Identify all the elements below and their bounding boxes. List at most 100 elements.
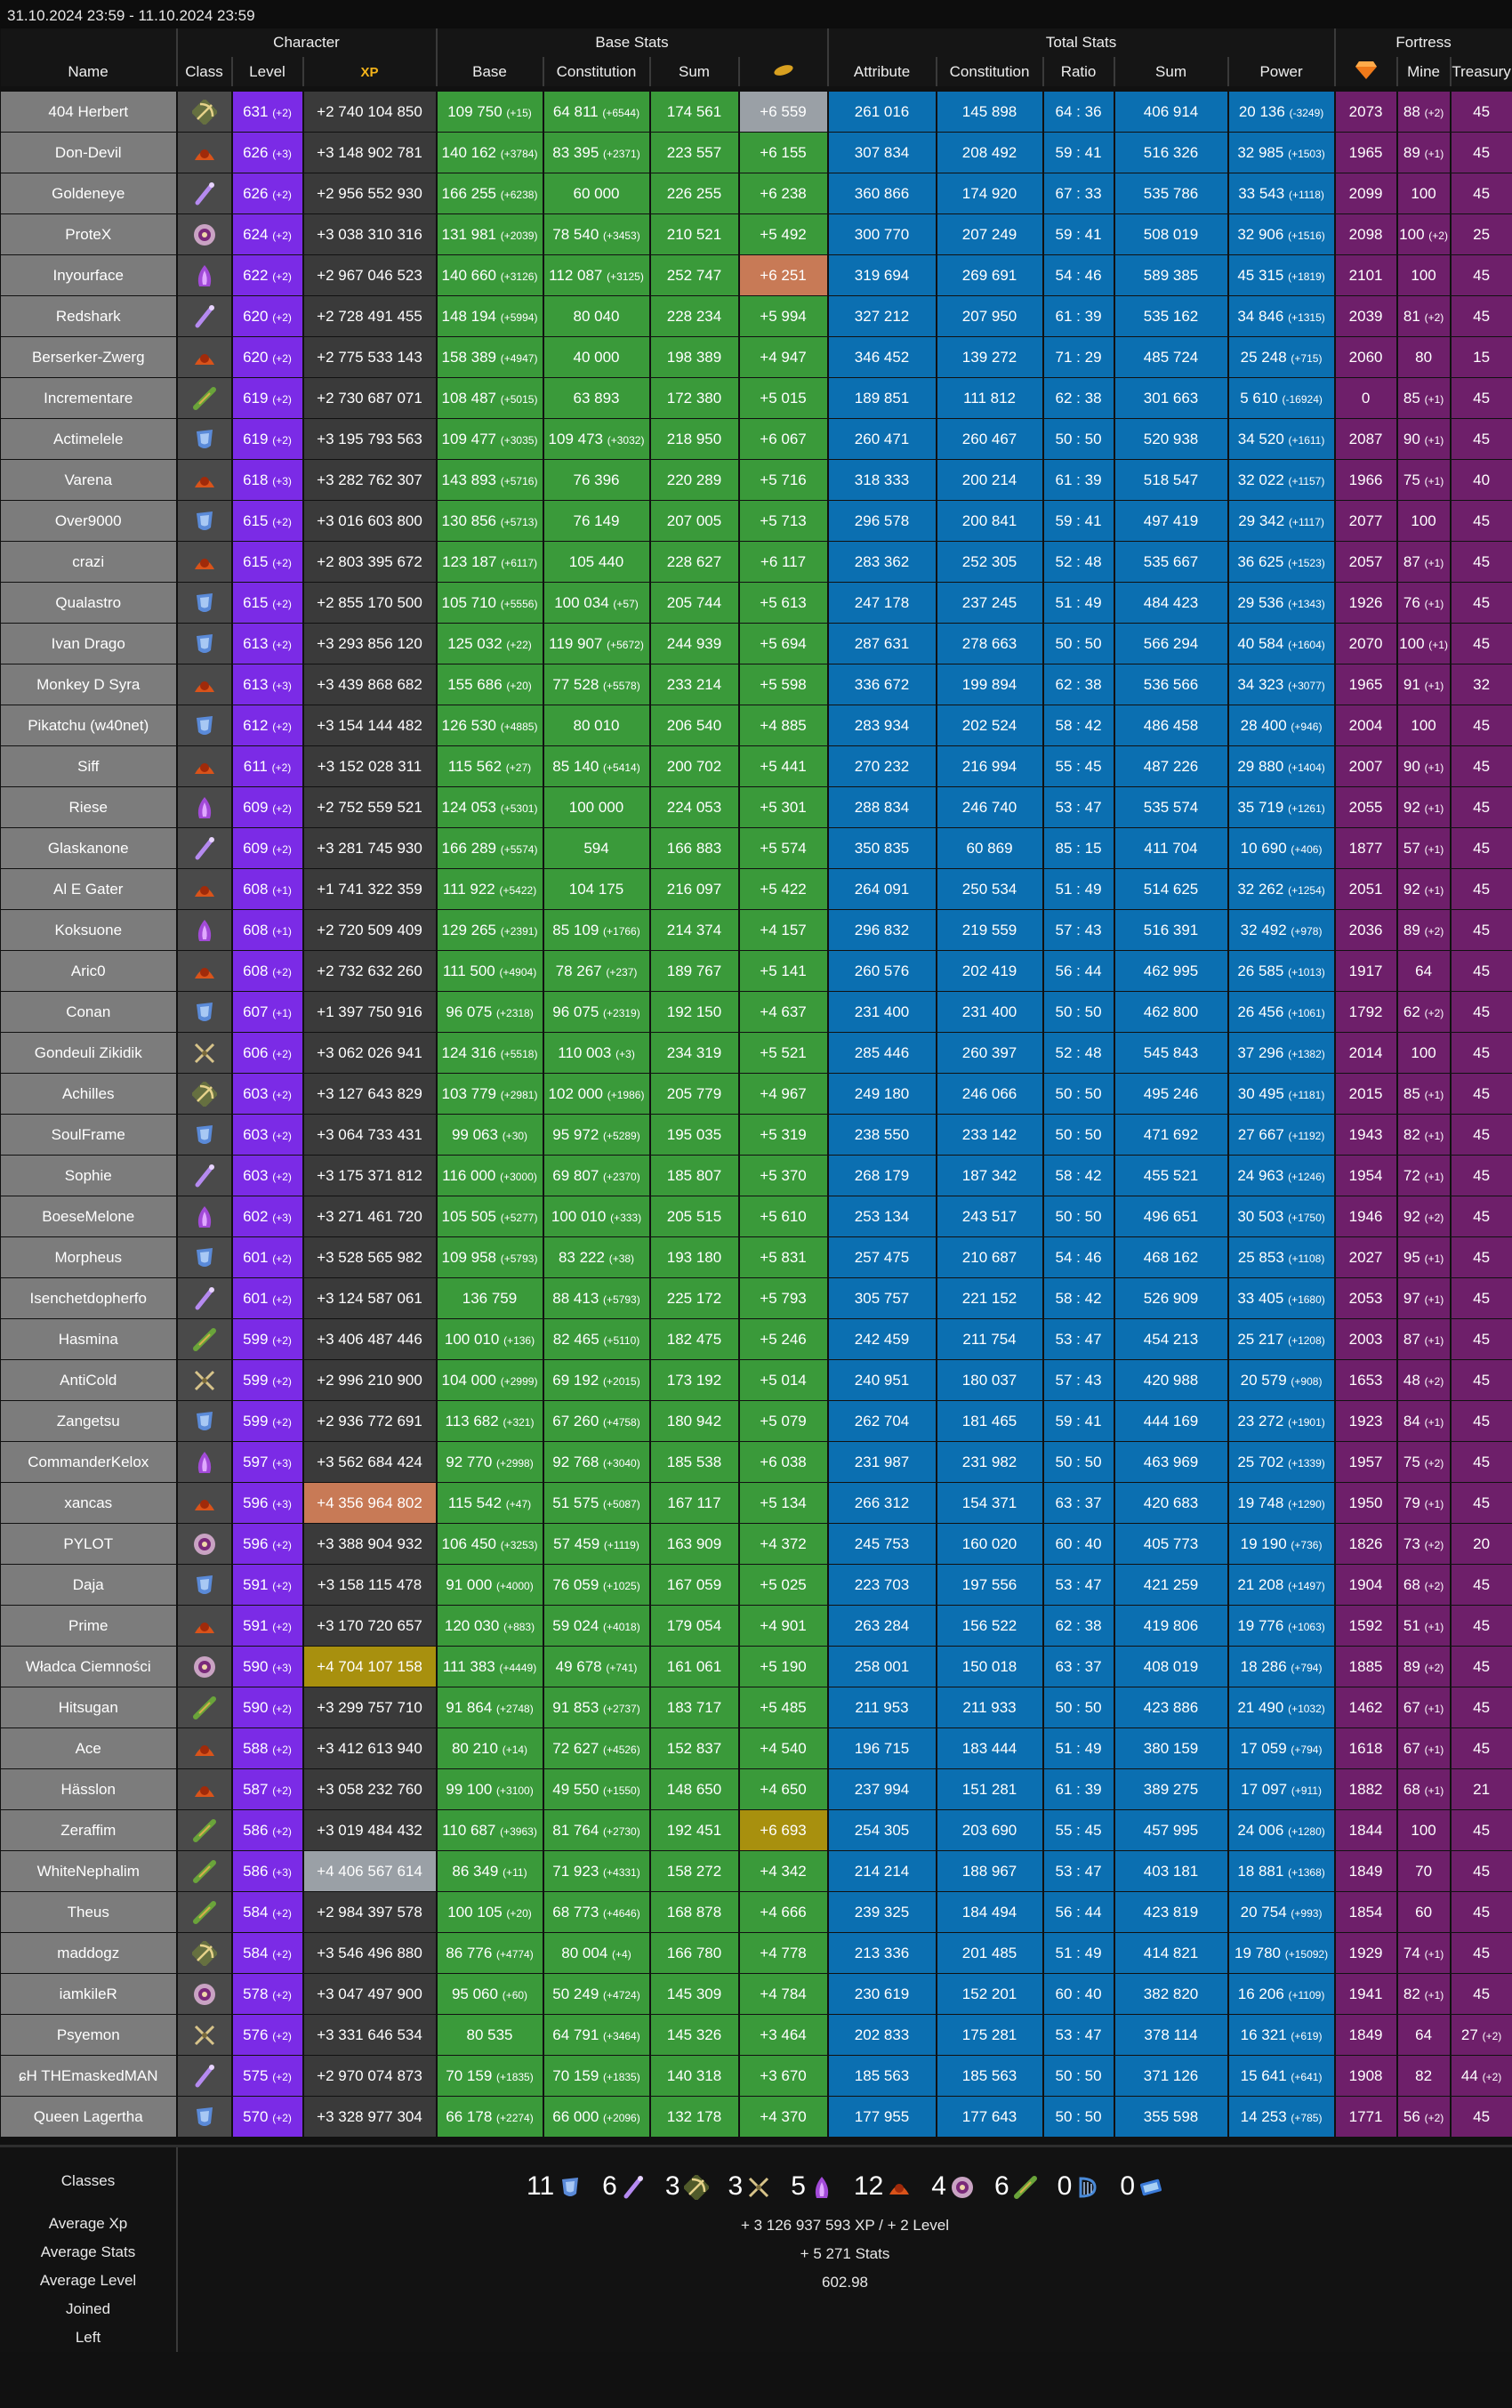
player-name[interactable]: Hitsugan	[0, 1687, 178, 1728]
player-name[interactable]: Glaskanone	[0, 827, 178, 869]
player-name[interactable]: Władca Ciemności	[0, 1646, 178, 1687]
col-sum[interactable]: Sum	[649, 57, 740, 86]
player-name[interactable]: Incrementare	[0, 377, 178, 419]
table-row[interactable]: ProteX 624 (+2) +3 038 310 316 131 981 (+20…	[0, 213, 1512, 255]
col-bonus[interactable]	[738, 57, 829, 86]
player-name[interactable]: Qualastro	[0, 582, 178, 624]
table-row[interactable]: BoeseMelone 602 (+3) +3 271 461 720 105 505…	[0, 1196, 1512, 1237]
table-row[interactable]: Koksuone 608 (+1) +2 720 509 409 129 265 (+…	[0, 909, 1512, 951]
table-row[interactable]: Inyourface 622 (+2) +2 967 046 523 140 660 …	[0, 254, 1512, 296]
table-row[interactable]: iamkileR 578 (+2) +3 047 497 900 95 060 (+6…	[0, 1973, 1512, 2015]
player-name[interactable]: Don-Devil	[0, 132, 178, 173]
col-treasury[interactable]: Treasury	[1450, 57, 1512, 86]
table-row[interactable]: 404 Herbert 631 (+2) +2 740 104 850 109 750…	[0, 91, 1512, 133]
player-name[interactable]: Morpheus	[0, 1236, 178, 1278]
table-row[interactable]: Daja 591 (+2) +3 158 115 478 91 000 (+4000)…	[0, 1564, 1512, 1606]
table-row[interactable]: Prime 591 (+2) +3 170 720 657 120 030 (+883…	[0, 1605, 1512, 1647]
col-xp[interactable]: XP	[302, 57, 438, 86]
table-row[interactable]: Achilles 603 (+2) +3 127 643 829 103 779 (+…	[0, 1073, 1512, 1115]
table-row[interactable]: Conan 607 (+1) +1 397 750 916 96 075 (+2318…	[0, 991, 1512, 1033]
player-name[interactable]: AntiCold	[0, 1359, 178, 1401]
player-name[interactable]: Over9000	[0, 500, 178, 542]
player-name[interactable]: Varena	[0, 459, 178, 501]
table-row[interactable]: WhiteNephalim 586 (+3) +4 406 567 614 86 34…	[0, 1850, 1512, 1892]
table-row[interactable]: Isenchetdopherfo 601 (+2) +3 124 587 061 13…	[0, 1277, 1512, 1319]
table-row[interactable]: xancas 596 (+3) +4 356 964 802 115 542 (+47…	[0, 1482, 1512, 1524]
player-name[interactable]: Isenchetdopherfo	[0, 1277, 178, 1319]
player-name[interactable]: Pikatchu (w40net)	[0, 705, 178, 746]
table-row[interactable]: Hasmina 599 (+2) +3 406 487 446 100 010 (+1…	[0, 1318, 1512, 1360]
player-name[interactable]: Hässlon	[0, 1768, 178, 1810]
player-name[interactable]: Ivan Drago	[0, 623, 178, 664]
player-name[interactable]: Zeraffim	[0, 1809, 178, 1851]
table-row[interactable]: Ace 588 (+2) +3 412 613 940 80 210 (+14) 72 …	[0, 1727, 1512, 1769]
player-name[interactable]: CommanderKelox	[0, 1441, 178, 1483]
table-row[interactable]: SoulFrame 603 (+2) +3 064 733 431 99 063 (+…	[0, 1114, 1512, 1156]
table-row[interactable]: Berserker-Zwerg 620 (+2) +2 775 533 143 158…	[0, 336, 1512, 378]
col-power[interactable]: Power	[1227, 57, 1336, 86]
table-row[interactable]: Pikatchu (w40net) 612 (+2) +3 154 144 482 1…	[0, 705, 1512, 746]
table-row[interactable]: Monkey D Syra 613 (+3) +3 439 868 682 155 6…	[0, 664, 1512, 705]
table-row[interactable]: ɕH THEmaskedMAN 575 (+2) +2 970 074 873 70 …	[0, 2055, 1512, 2097]
player-name[interactable]: Redshark	[0, 295, 178, 337]
player-name[interactable]: Theus	[0, 1891, 178, 1933]
player-name[interactable]: Prime	[0, 1605, 178, 1647]
player-name[interactable]: WhiteNephalim	[0, 1850, 178, 1892]
table-row[interactable]: maddogz 584 (+2) +3 546 496 880 86 776 (+47…	[0, 1932, 1512, 1974]
table-row[interactable]: Al E Gater 608 (+1) +1 741 322 359 111 922 …	[0, 868, 1512, 910]
player-name[interactable]: Koksuone	[0, 909, 178, 951]
col-attribute[interactable]: Attribute	[827, 57, 937, 86]
col-total-sum[interactable]: Sum	[1114, 57, 1229, 86]
col-ratio[interactable]: Ratio	[1042, 57, 1115, 86]
player-name[interactable]: Sophie	[0, 1155, 178, 1196]
col-base[interactable]: Base	[436, 57, 544, 86]
col-class[interactable]: Class	[176, 57, 233, 86]
table-row[interactable]: CommanderKelox 597 (+3) +3 562 684 424 92 7…	[0, 1441, 1512, 1483]
table-row[interactable]: Sophie 603 (+2) +3 175 371 812 116 000 (+30…	[0, 1155, 1512, 1196]
table-row[interactable]: Psyemon 576 (+2) +3 331 646 534 80 535 64 79…	[0, 2014, 1512, 2056]
col-mine[interactable]: Mine	[1396, 57, 1452, 86]
col-level[interactable]: Level	[231, 57, 304, 86]
table-row[interactable]: Zeraffim 586 (+2) +3 019 484 432 110 687 (+…	[0, 1809, 1512, 1851]
player-name[interactable]: Siff	[0, 745, 178, 787]
table-row[interactable]: Actimelele 619 (+2) +3 195 793 563 109 477 …	[0, 418, 1512, 460]
player-name[interactable]: Zangetsu	[0, 1400, 178, 1442]
table-row[interactable]: Hitsugan 590 (+2) +3 299 757 710 91 864 (+2…	[0, 1687, 1512, 1728]
player-name[interactable]: maddogz	[0, 1932, 178, 1974]
player-name[interactable]: Monkey D Syra	[0, 664, 178, 705]
player-name[interactable]: Aric0	[0, 950, 178, 992]
table-row[interactable]: Over9000 615 (+2) +3 016 603 800 130 856 (+…	[0, 500, 1512, 542]
player-name[interactable]: PYLOT	[0, 1523, 178, 1565]
table-row[interactable]: Glaskanone 609 (+2) +3 281 745 930 166 289 …	[0, 827, 1512, 869]
table-row[interactable]: Aric0 608 (+2) +2 732 632 260 111 500 (+490…	[0, 950, 1512, 992]
table-row[interactable]: Hässlon 587 (+2) +3 058 232 760 99 100 (+31…	[0, 1768, 1512, 1810]
table-row[interactable]: PYLOT 596 (+2) +3 388 904 932 106 450 (+325…	[0, 1523, 1512, 1565]
col-name[interactable]: Name	[0, 57, 178, 86]
player-name[interactable]: Conan	[0, 991, 178, 1033]
player-name[interactable]: xancas	[0, 1482, 178, 1524]
player-name[interactable]: Gondeuli Zikidik	[0, 1032, 178, 1074]
table-row[interactable]: Theus 584 (+2) +2 984 397 578 100 105 (+20)…	[0, 1891, 1512, 1933]
player-name[interactable]: Actimelele	[0, 418, 178, 460]
player-name[interactable]: Daja	[0, 1564, 178, 1606]
player-name[interactable]: Al E Gater	[0, 868, 178, 910]
table-row[interactable]: Gondeuli Zikidik 606 (+2) +3 062 026 941 12…	[0, 1032, 1512, 1074]
player-name[interactable]: Riese	[0, 786, 178, 828]
table-row[interactable]: Riese 609 (+2) +2 752 559 521 124 053 (+530…	[0, 786, 1512, 828]
table-row[interactable]: Don-Devil 626 (+3) +3 148 902 781 140 162 (…	[0, 132, 1512, 173]
table-row[interactable]: Incrementare 619 (+2) +2 730 687 071 108 48…	[0, 377, 1512, 419]
player-name[interactable]: Inyourface	[0, 254, 178, 296]
table-row[interactable]: Morpheus 601 (+2) +3 528 565 982 109 958 (+…	[0, 1236, 1512, 1278]
col-constitution[interactable]: Constitution	[543, 57, 651, 86]
player-name[interactable]: 404 Herbert	[0, 91, 178, 133]
player-name[interactable]: Achilles	[0, 1073, 178, 1115]
table-row[interactable]: Ivan Drago 613 (+2) +3 293 856 120 125 032 …	[0, 623, 1512, 664]
table-row[interactable]: Varena 618 (+3) +3 282 762 307 143 893 (+57…	[0, 459, 1512, 501]
table-row[interactable]: Goldeneye 626 (+2) +2 956 552 930 166 255 (…	[0, 173, 1512, 214]
table-row[interactable]: Qualastro 615 (+2) +2 855 170 500 105 710 (…	[0, 582, 1512, 624]
player-name[interactable]: Queen Lagertha	[0, 2096, 178, 2138]
table-row[interactable]: Siff 611 (+2) +3 152 028 311 115 562 (+27) 8…	[0, 745, 1512, 787]
player-name[interactable]: Hasmina	[0, 1318, 178, 1360]
player-name[interactable]: Berserker-Zwerg	[0, 336, 178, 378]
table-row[interactable]: AntiCold 599 (+2) +2 996 210 900 104 000 (+…	[0, 1359, 1512, 1401]
